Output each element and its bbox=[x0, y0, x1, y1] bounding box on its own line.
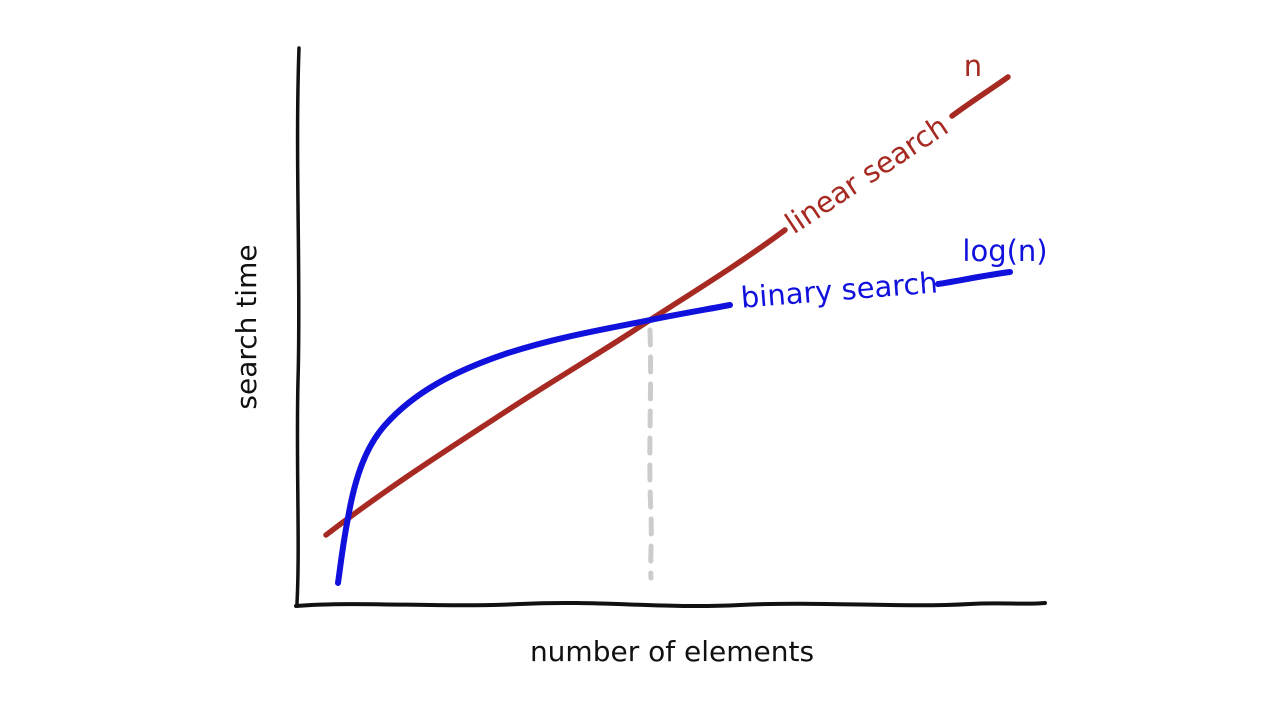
binary-search-curve bbox=[335, 302, 733, 586]
x-axis-line bbox=[294, 600, 1047, 609]
binary-search-curve-end bbox=[935, 269, 1013, 287]
binary-search-series: binary search log(n) bbox=[335, 234, 1048, 586]
linear-search-endpoint-label: n bbox=[964, 49, 982, 83]
x-axis-label: number of elements bbox=[530, 635, 814, 668]
binary-search-endpoint-label: log(n) bbox=[962, 234, 1047, 268]
axes bbox=[294, 46, 1047, 609]
linear-search-line bbox=[323, 227, 788, 538]
binary-search-label: binary search bbox=[740, 265, 939, 314]
linear-search-line-end bbox=[949, 74, 1011, 119]
crossover-dashed-guide bbox=[647, 327, 654, 581]
y-axis-line bbox=[295, 46, 301, 605]
linear-search-label: linear search bbox=[779, 109, 954, 241]
y-axis-label: search time bbox=[230, 244, 263, 409]
